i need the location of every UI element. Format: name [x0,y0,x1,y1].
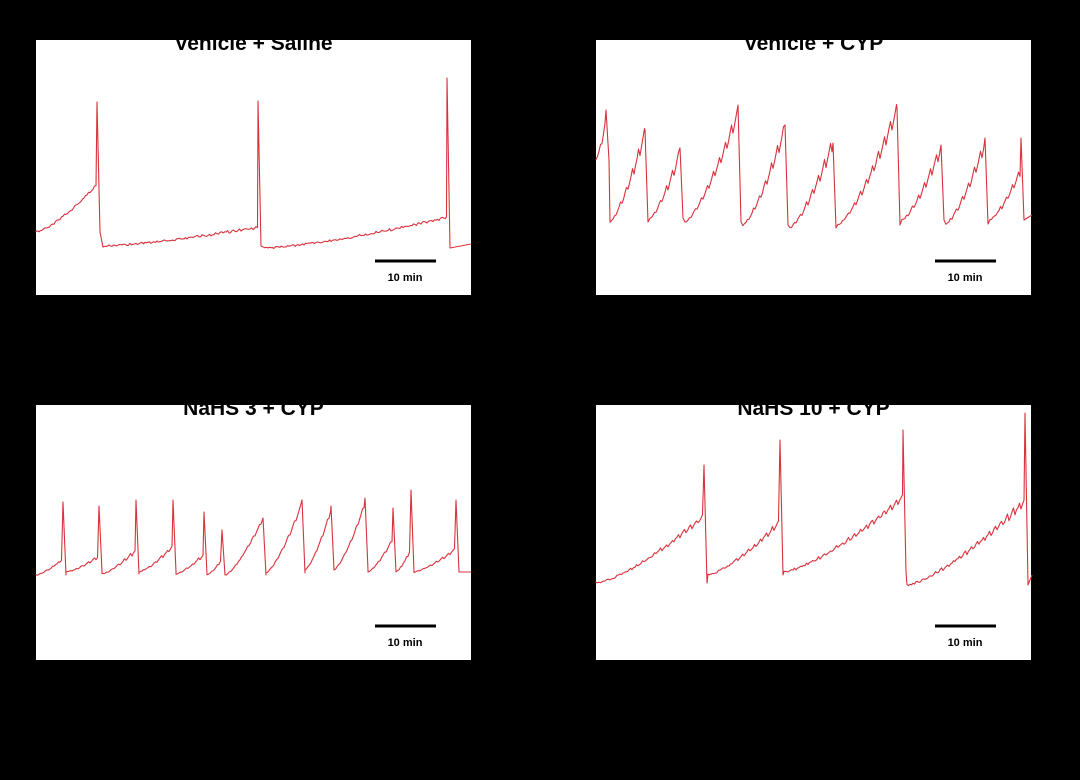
scale-label: 10 min [388,272,423,284]
trace [35,489,471,576]
panel-title: NaHS 3 + CYP [183,397,324,420]
panel-title: Vehicle + CYP [744,32,884,55]
scale-label: 10 min [948,637,983,649]
panel [36,405,471,660]
trace [35,77,472,249]
panel [596,40,1031,295]
panel-title: Vehicle + Saline [174,32,332,55]
panel [596,405,1031,660]
panel [36,40,471,295]
scale-label: 10 min [388,637,423,649]
scale-label: 10 min [948,272,983,284]
trace [595,104,1033,229]
panel-title: NaHS 10 + CYP [737,397,889,420]
trace [595,412,1033,587]
